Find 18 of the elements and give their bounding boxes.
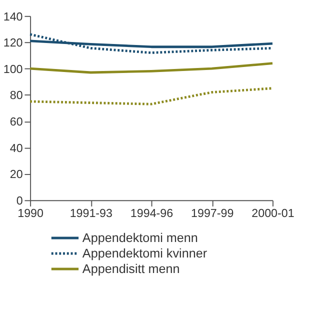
line-series xyxy=(28,62,274,74)
y-tick-label: 20 xyxy=(10,168,24,182)
y-tick-label: 40 xyxy=(10,142,24,155)
x-tick-label: 1997-99 xyxy=(191,207,234,220)
legend-label: Appendektomi menn xyxy=(82,230,198,245)
y-tick-label: 60 xyxy=(10,116,24,129)
legend-label: Appendisitt menn xyxy=(82,262,180,276)
line-series xyxy=(28,87,274,106)
legend-label: Appendektomi kvinner xyxy=(82,246,208,260)
x-tick-label: 1990 xyxy=(18,207,44,220)
y-tick-label: 80 xyxy=(10,89,24,102)
y-tick-label: 120 xyxy=(3,36,24,50)
x-tick-label: 1994-96 xyxy=(130,207,174,220)
y-tick-label: 140 xyxy=(3,10,24,24)
x-tick-label: 1991-93 xyxy=(70,207,112,220)
x-tick-label: 2000-01 xyxy=(252,207,294,220)
y-tick-label: 0 xyxy=(16,194,24,208)
y-tick-label: 100 xyxy=(3,62,24,76)
